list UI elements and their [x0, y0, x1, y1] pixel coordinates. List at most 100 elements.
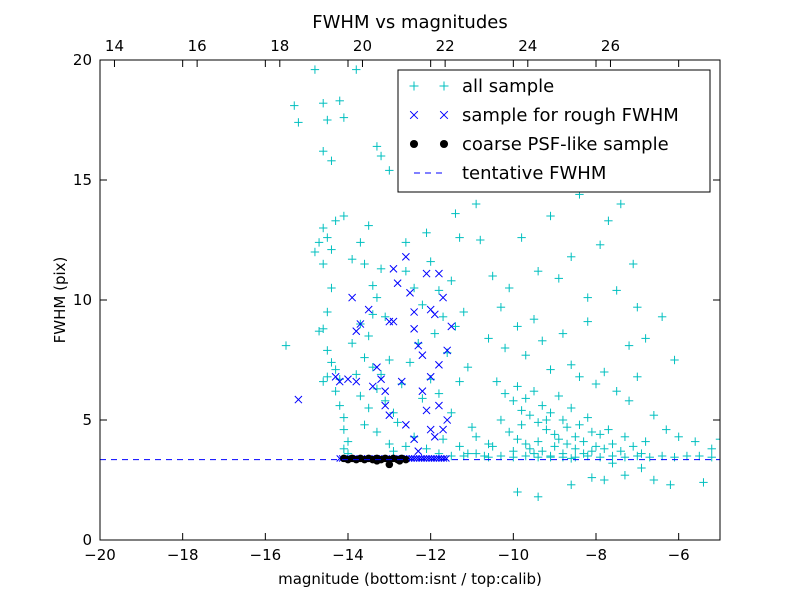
all-sample-point	[538, 447, 547, 456]
all-sample-point	[612, 387, 621, 396]
all-sample-point	[575, 420, 584, 429]
all-sample-point	[591, 442, 601, 451]
rough-sample-point	[364, 305, 373, 314]
rough-sample-point	[418, 351, 427, 360]
all-sample-point	[587, 447, 597, 456]
all-sample-point	[649, 475, 659, 485]
rough-sample-point	[344, 375, 352, 384]
all-sample-point	[682, 451, 692, 461]
rough-sample-point	[447, 322, 456, 331]
rough-sample-point	[443, 346, 452, 355]
legend-box	[397, 69, 711, 193]
x-tick-label: −12	[415, 546, 447, 564]
all-sample-point	[294, 118, 303, 127]
all-sample-point	[476, 235, 485, 245]
all-sample-point	[496, 451, 506, 461]
x-tick-label: −18	[167, 546, 199, 564]
all-sample-point	[393, 418, 402, 427]
all-sample-point	[533, 437, 543, 446]
legend-label: sample for rough FWHM	[462, 105, 679, 126]
rough-sample-band-point	[435, 454, 443, 462]
rough-sample-band-point	[430, 454, 438, 462]
all-sample-point	[438, 312, 448, 321]
rough-sample-point	[410, 435, 419, 444]
rough-sample-point	[385, 411, 394, 420]
all-sample-point	[649, 411, 659, 420]
all-sample-point	[455, 442, 464, 451]
all-sample-point	[331, 365, 340, 374]
all-sample-point	[608, 439, 617, 449]
all-sample-point	[583, 293, 592, 302]
all-sample-point	[352, 370, 361, 379]
all-sample-point	[608, 451, 617, 461]
all-sample-point	[364, 221, 373, 230]
all-sample-point	[331, 216, 340, 225]
all-sample-point	[484, 334, 493, 343]
all-sample-point	[620, 471, 630, 480]
all-sample-point	[364, 403, 373, 413]
x-axis-top: 14 16 18 20 22 24 26	[105, 37, 620, 67]
rough-sample-point	[401, 420, 410, 429]
all-sample-point	[281, 341, 291, 350]
all-sample-point	[488, 271, 497, 281]
top-tick-label: 16	[188, 37, 207, 55]
all-sample-point	[496, 415, 506, 425]
all-sample-point	[314, 238, 324, 247]
rough-sample-point	[356, 320, 365, 328]
rough-sample-point	[422, 269, 431, 278]
all-sample-point	[629, 442, 638, 451]
all-sample-point	[360, 353, 369, 362]
all-sample-point	[327, 156, 336, 165]
rough-sample-band-point	[433, 454, 440, 462]
rough-sample-point	[410, 308, 419, 316]
all-sample-point	[368, 310, 377, 319]
y-tick-label: 0	[82, 531, 92, 549]
x-tick-label: −20	[84, 546, 116, 564]
all-sample-point	[629, 259, 638, 269]
rough-sample-point	[426, 425, 435, 434]
all-sample-point	[691, 437, 700, 446]
all-sample-point	[521, 451, 530, 461]
all-sample-point	[600, 444, 609, 453]
all-sample-point	[583, 451, 592, 461]
all-sample-point	[529, 449, 539, 458]
all-sample-point	[319, 377, 328, 386]
all-sample-point	[604, 425, 613, 434]
psf-sample-point	[385, 460, 394, 469]
all-sample-point	[319, 259, 328, 269]
all-sample-point	[657, 451, 667, 461]
all-sample-point	[319, 147, 328, 156]
all-sample-point	[356, 238, 365, 247]
all-sample-point	[372, 142, 382, 151]
all-sample-point	[550, 430, 559, 439]
all-sample-point	[616, 199, 625, 209]
rough-sample-point	[439, 293, 447, 302]
all-sample-point	[471, 199, 481, 209]
all-sample-point	[339, 211, 349, 221]
all-sample-point	[447, 408, 456, 417]
rough-sample-point	[439, 425, 447, 434]
all-sample-point	[554, 391, 563, 401]
all-sample-point	[488, 442, 497, 451]
all-sample-point	[554, 274, 563, 283]
all-sample-point	[546, 211, 555, 221]
all-sample-point	[699, 478, 708, 487]
all-sample-point	[347, 339, 357, 348]
all-sample-point	[546, 408, 555, 417]
all-sample-point	[600, 367, 609, 377]
all-sample-point	[356, 391, 365, 401]
top-tick-label: 18	[270, 37, 289, 55]
all-sample-point	[567, 252, 576, 261]
legend: all sample sample for rough FWHM coarse PS…	[397, 69, 711, 193]
all-sample-point	[533, 492, 543, 501]
all-sample-point	[451, 209, 460, 218]
all-sample-point	[376, 264, 386, 273]
all-sample-point	[290, 101, 299, 110]
all-sample-point	[529, 387, 539, 396]
all-sample-point	[314, 327, 324, 336]
all-sample-point	[595, 430, 605, 439]
all-sample-point	[513, 322, 522, 331]
all-sample-point	[352, 65, 361, 74]
all-sample-point	[459, 307, 468, 317]
